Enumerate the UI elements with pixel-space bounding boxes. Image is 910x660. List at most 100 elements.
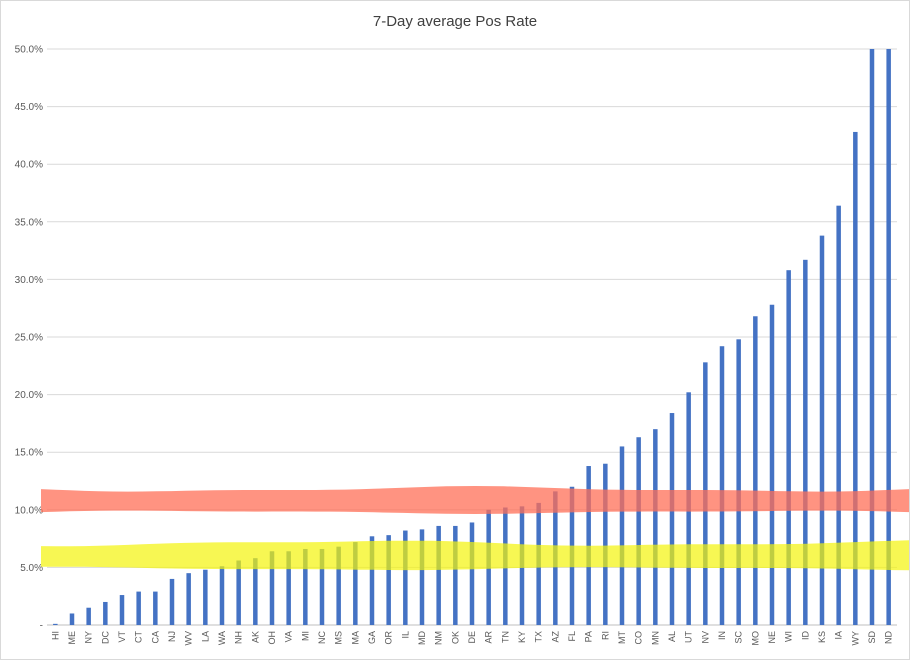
y-tick-label: - (40, 621, 43, 632)
x-tick-label: AR (484, 631, 494, 644)
bar-sc (736, 339, 741, 625)
x-tick-label: MO (750, 631, 760, 646)
y-tick-label: 25.0% (15, 333, 43, 344)
x-tick-label: IA (834, 631, 844, 640)
x-tick-label: MA (350, 631, 360, 645)
x-tick-label: UT (684, 631, 694, 643)
x-tick-label: DE (467, 631, 477, 644)
chart-title: 7-Day average Pos Rate (373, 13, 537, 30)
x-tick-label: NH (234, 631, 244, 644)
bar-ny (86, 607, 91, 625)
y-tick-label: 15.0% (15, 448, 43, 459)
x-tick-label: VA (284, 631, 294, 642)
bar-ia (836, 205, 841, 625)
bar-in (719, 346, 725, 625)
bar-ga (369, 536, 375, 625)
x-tick-label: HI (50, 631, 60, 640)
y-tick-label: 10.0% (15, 505, 43, 516)
x-tick-label: ID (800, 630, 810, 640)
bar-hi (53, 623, 58, 625)
x-tick-label: NE (767, 631, 777, 644)
bar-mt (619, 446, 625, 625)
x-tick-label: RI (600, 631, 610, 640)
x-tick-label: ME (67, 631, 77, 645)
y-tick-label: 50.0% (15, 45, 43, 56)
x-tick-label: OH (267, 631, 277, 645)
x-tick-label: AL (667, 631, 677, 642)
x-tick-label: CT (134, 631, 144, 643)
x-tick-label: FL (567, 631, 577, 642)
bar-mn (653, 429, 658, 625)
bar-vt (119, 595, 125, 625)
x-tick-label: GA (367, 631, 377, 644)
bar-va (286, 551, 291, 625)
x-tick-label: IN (717, 631, 727, 640)
bar-la (203, 569, 208, 625)
x-tick-label: NY (84, 631, 94, 644)
x-tick-label: NC (317, 631, 327, 644)
bar-ri (603, 463, 608, 625)
x-tick-label: TN (500, 631, 510, 643)
bar-il (403, 530, 408, 625)
x-tick-label: OR (384, 630, 394, 644)
bar-wa (219, 566, 225, 625)
bar-wi (786, 270, 791, 625)
bar-nh (236, 560, 241, 625)
bar-nm (436, 525, 441, 625)
bar-sd (869, 49, 875, 625)
red-highlight-band (41, 486, 909, 514)
bar-ak (253, 558, 258, 625)
x-tick-label: WY (850, 631, 860, 646)
bar-mi (303, 548, 308, 625)
y-tick-label: 20.0% (15, 390, 43, 401)
bar-md (419, 529, 425, 625)
y-tick-label: 40.0% (15, 160, 43, 171)
x-tick-label: VT (117, 631, 127, 643)
x-tick-label: TX (534, 631, 544, 643)
x-tick-label: MD (417, 631, 427, 645)
bar-al (669, 413, 675, 625)
x-tick-label: MT (617, 631, 627, 644)
bar-series (53, 49, 891, 625)
bar-dc (103, 601, 108, 625)
x-tick-label: AK (250, 631, 260, 643)
x-tick-label: AZ (550, 631, 560, 643)
x-tick-label: MS (334, 631, 344, 645)
bar-nd (886, 49, 891, 625)
bar-me (69, 613, 75, 625)
x-tick-label: SC (734, 631, 744, 644)
x-tick-label: CA (150, 631, 160, 644)
y-tick-label: 5.0% (20, 563, 43, 574)
bar-wv (186, 573, 191, 625)
x-tick-label: KY (517, 631, 527, 643)
x-tick-label: LA (200, 631, 210, 642)
x-tick-label: DC (100, 631, 110, 644)
x-tick-label: OK (450, 631, 460, 644)
bar-nj (169, 578, 175, 625)
y-axis-tick-labels: - 5.0% 10.0% 15.0% 20.0% 25.0% 30.0% 35.0% 40.0%… (15, 45, 43, 632)
x-axis-tick-labels: HI ME NY DC VT CT CA NJ WV LA WA NH AK OH VA MI NC MS MA GA… (50, 630, 893, 645)
x-tick-label: WA (217, 631, 227, 645)
y-tick-label: 45.0% (15, 102, 43, 113)
bar-wy (853, 131, 858, 625)
x-tick-label: NM (434, 631, 444, 645)
bar-de (469, 522, 475, 625)
highlight-bands (41, 486, 909, 571)
bar-mo (753, 316, 758, 625)
bar-ks (819, 235, 825, 625)
bar-ma (353, 542, 358, 625)
y-tick-label: 35.0% (15, 217, 43, 228)
x-tick-label: MN (650, 631, 660, 645)
x-tick-label: IL (400, 631, 410, 639)
bar-ok (453, 525, 458, 625)
bar-or (386, 535, 391, 625)
bar-ca (153, 591, 158, 625)
bar-id (803, 259, 808, 625)
bar-ne (769, 304, 775, 625)
x-tick-label: NJ (167, 631, 177, 642)
x-tick-label: KS (817, 631, 827, 643)
x-tick-label: NV (700, 631, 710, 644)
x-tick-label: MI (300, 631, 310, 641)
x-tick-label: SD (867, 631, 877, 644)
x-tick-label: ND (884, 631, 894, 644)
